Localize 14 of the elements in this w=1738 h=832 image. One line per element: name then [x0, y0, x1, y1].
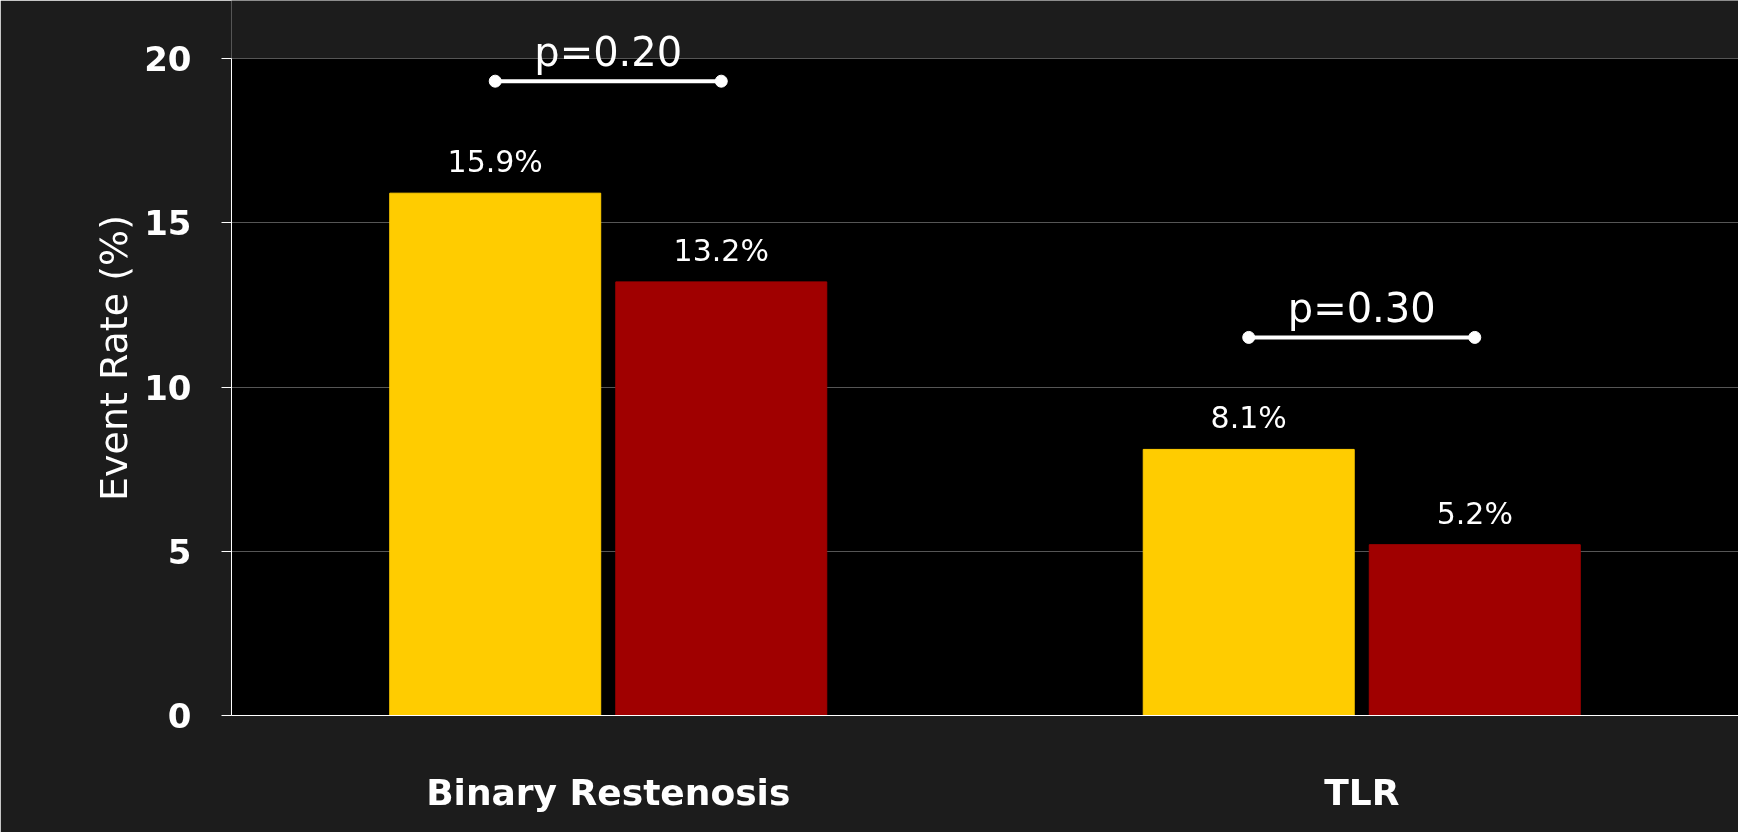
y-axis-title: Event Rate (%): [92, 215, 137, 501]
annotation: p=0.20: [534, 29, 683, 76]
x-tick-label: Binary Restenosis: [426, 771, 791, 813]
y-tick-label: 0: [167, 696, 192, 736]
data-label: 15.9%: [447, 144, 543, 180]
annotation: p=0.30: [1287, 285, 1436, 332]
y-tick-label: 15: [144, 203, 192, 244]
data-label: 13.2%: [673, 232, 769, 268]
y-tick-label: 5: [167, 531, 192, 572]
y-tick-label: 20: [144, 39, 192, 79]
y-tick-label: 10: [144, 367, 192, 408]
x-tick-label: TLR: [1324, 771, 1400, 813]
data-label: 5.2%: [1436, 495, 1513, 531]
data-label: 8.1%: [1210, 400, 1287, 436]
